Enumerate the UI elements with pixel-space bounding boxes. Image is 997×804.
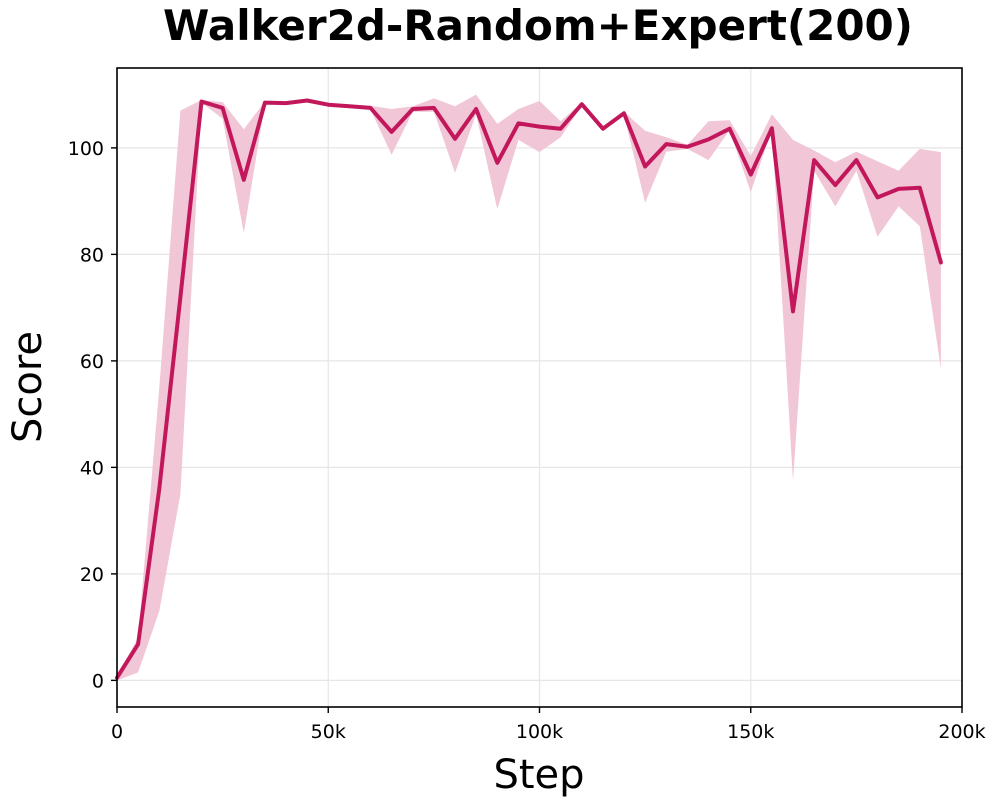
y-tick-label: 20 — [80, 564, 104, 586]
x-tick-label: 0 — [111, 721, 123, 743]
y-tick-label: 0 — [92, 670, 104, 692]
x-axis: 0 50k 100k 150k 200k — [111, 707, 986, 743]
y-tick-label: 80 — [80, 244, 104, 266]
x-tick-label: 100k — [516, 721, 563, 743]
x-tick-label: 50k — [311, 721, 346, 743]
y-tick-label: 40 — [80, 457, 104, 479]
y-tick-label: 60 — [80, 351, 104, 373]
x-tick-label: 150k — [727, 721, 774, 743]
y-axis-label: Score — [5, 331, 51, 443]
x-axis-label: Step — [493, 752, 584, 798]
series-line — [115, 98, 943, 680]
chart-title: Walker2d-Random+Expert(200) — [163, 1, 913, 50]
series-confidence-band — [117, 94, 941, 681]
y-tick-label: 100 — [68, 138, 104, 160]
x-tick-label: 200k — [938, 721, 985, 743]
y-axis: 0 20 40 60 80 100 — [68, 138, 117, 692]
